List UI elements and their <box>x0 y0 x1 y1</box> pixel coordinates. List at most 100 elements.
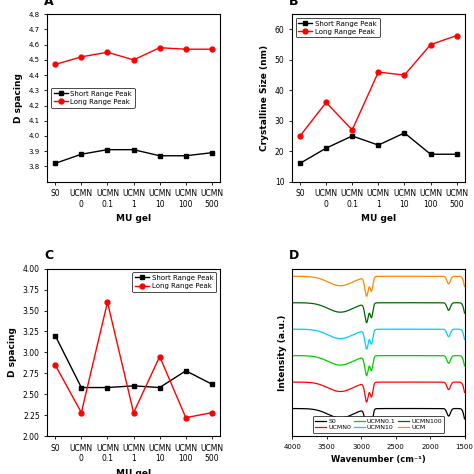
Line: Short Range Peak: Short Range Peak <box>53 333 214 390</box>
UCMN10 <box>300 327 306 332</box>
Line: UCMN0: UCMN0 <box>292 382 465 402</box>
UCMN0 <box>289 379 295 385</box>
S0 <box>289 406 295 411</box>
Legend: S0, UCMN0, UCMN0.1, UCMN10, UCMN100, UCM: S0, UCMN0, UCMN0.1, UCMN10, UCMN100, UCM <box>312 416 444 433</box>
Short Range Peak <box>454 151 459 157</box>
Y-axis label: D spacing: D spacing <box>14 73 23 123</box>
X-axis label: MU gel: MU gel <box>116 214 151 223</box>
S0 <box>462 416 467 422</box>
Long Range Peak <box>454 33 459 38</box>
Y-axis label: Intensity (a.u.): Intensity (a.u.) <box>278 314 287 391</box>
Short Range Peak <box>183 368 189 374</box>
UCMN100 <box>390 300 395 306</box>
Short Range Peak <box>79 385 84 391</box>
UCMN0.1 <box>364 373 369 378</box>
Line: UCMN0.1: UCMN0.1 <box>292 356 465 375</box>
X-axis label: Wavenumber (cm⁻¹): Wavenumber (cm⁻¹) <box>331 455 426 464</box>
Short Range Peak <box>428 151 433 157</box>
UCMN0 <box>300 379 306 385</box>
Short Range Peak <box>131 383 137 389</box>
UCMN0 <box>390 379 395 385</box>
UCMN100 <box>432 300 438 306</box>
UCMN100 <box>462 310 467 316</box>
Line: Short Range Peak: Short Range Peak <box>53 147 214 166</box>
UCMN10 <box>390 326 395 332</box>
UCM <box>364 293 369 299</box>
Line: UCMN100: UCMN100 <box>292 303 465 323</box>
Line: UCMN10: UCMN10 <box>292 329 465 349</box>
UCMN10 <box>462 337 467 342</box>
UCM <box>300 273 306 279</box>
UCMN0.1 <box>300 353 306 358</box>
UCMN10 <box>364 346 369 352</box>
UCM <box>420 273 426 279</box>
Long Range Peak <box>79 410 84 416</box>
Long Range Peak <box>53 62 58 67</box>
Short Range Peak <box>105 147 110 153</box>
S0 <box>399 406 405 411</box>
UCMN10 <box>432 326 438 332</box>
S0 <box>420 406 426 411</box>
Long Range Peak <box>183 46 189 52</box>
UCM <box>399 273 405 279</box>
UCMN0 <box>432 379 438 385</box>
Long Range Peak <box>157 45 163 51</box>
Long Range Peak <box>375 69 381 75</box>
Long Range Peak <box>349 127 355 133</box>
Short Range Peak <box>53 333 58 338</box>
UCM <box>289 273 295 279</box>
Short Range Peak <box>183 153 189 159</box>
UCMN10 <box>438 326 444 332</box>
S0 <box>438 406 444 411</box>
UCMN100 <box>438 300 444 306</box>
UCMN100 <box>399 300 405 306</box>
UCMN10 <box>289 326 295 332</box>
Y-axis label: Crystalline Size (nm): Crystalline Size (nm) <box>260 45 269 151</box>
S0 <box>300 406 306 411</box>
Legend: Short Range Peak, Long Range Peak: Short Range Peak, Long Range Peak <box>51 88 135 108</box>
Long Range Peak <box>428 42 433 47</box>
UCMN100 <box>394 300 400 306</box>
Line: Long Range Peak: Long Range Peak <box>53 300 214 420</box>
Short Range Peak <box>323 146 329 151</box>
Short Range Peak <box>401 130 407 136</box>
Long Range Peak <box>209 410 215 416</box>
UCM <box>390 273 395 279</box>
UCMN10 <box>399 326 405 332</box>
Short Range Peak <box>79 151 84 157</box>
Text: D: D <box>289 249 299 262</box>
UCMN0.1 <box>390 353 395 358</box>
S0 <box>394 406 400 411</box>
Long Range Peak <box>157 354 163 359</box>
Legend: Short Range Peak, Long Range Peak: Short Range Peak, Long Range Peak <box>132 272 216 292</box>
Text: A: A <box>44 0 54 8</box>
UCMN100 <box>364 320 369 326</box>
X-axis label: MU gel: MU gel <box>116 469 151 474</box>
Short Range Peak <box>157 153 163 159</box>
Line: Short Range Peak: Short Range Peak <box>298 130 459 166</box>
Short Range Peak <box>209 382 215 387</box>
Line: Long Range Peak: Long Range Peak <box>53 46 214 67</box>
UCM <box>432 273 438 279</box>
Long Range Peak <box>401 72 407 78</box>
Line: S0: S0 <box>292 409 465 428</box>
UCM <box>438 273 444 279</box>
UCMN0 <box>420 379 426 385</box>
UCMN0 <box>462 390 467 395</box>
Short Range Peak <box>105 385 110 391</box>
Long Range Peak <box>131 410 137 416</box>
UCMN0 <box>399 379 405 385</box>
UCMN0.1 <box>438 353 444 358</box>
UCMN0.1 <box>289 353 295 358</box>
Short Range Peak <box>349 133 355 139</box>
UCMN100 <box>420 300 426 306</box>
Long Range Peak <box>131 57 137 63</box>
Long Range Peak <box>183 415 189 420</box>
Long Range Peak <box>297 133 303 139</box>
Long Range Peak <box>105 49 110 55</box>
Short Range Peak <box>209 150 215 155</box>
UCM <box>462 284 467 290</box>
Short Range Peak <box>53 161 58 166</box>
UCMN100 <box>289 300 295 306</box>
UCMN0.1 <box>420 353 426 358</box>
